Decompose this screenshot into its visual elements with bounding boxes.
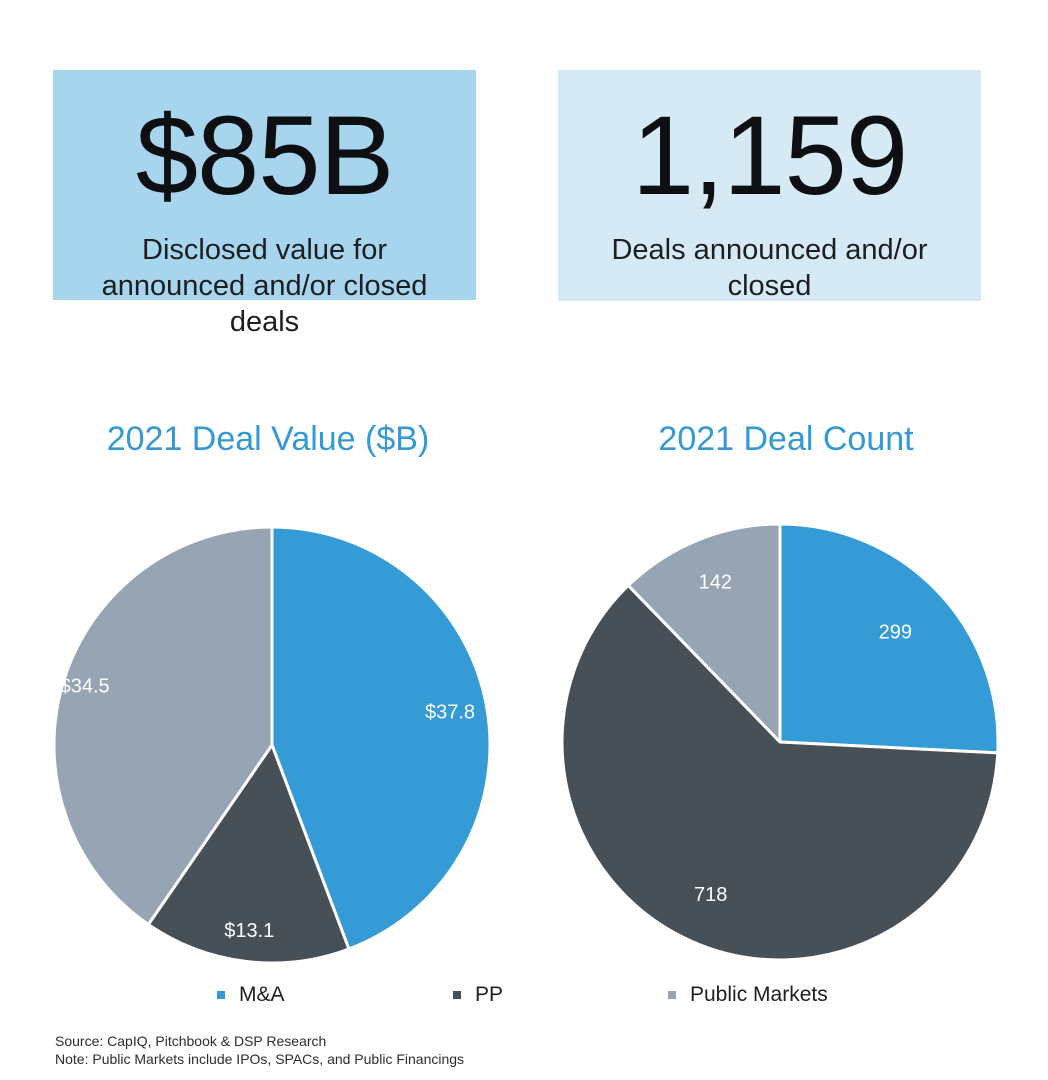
deal-count-slice-ma bbox=[778, 522, 1000, 755]
legend-item-pp: PP bbox=[453, 983, 503, 1007]
legend-swatch-public-markets bbox=[668, 991, 676, 999]
deal-value-chart-title: 2021 Deal Value ($B) bbox=[106, 420, 430, 458]
deal-count-slice-pp bbox=[560, 583, 1000, 962]
deal-count-label-public-markets: 142 bbox=[699, 571, 732, 593]
deal-value-figure: $85B bbox=[135, 93, 395, 218]
source-note: Source: CapIQ, Pitchbook & DSP Research bbox=[55, 1033, 327, 1049]
deal-count-chart-title: 2021 Deal Count bbox=[658, 420, 914, 458]
legend-item-ma: M&A bbox=[217, 983, 285, 1007]
legend-item-public-markets: Public Markets bbox=[668, 983, 828, 1007]
deal-count-slice-public-markets bbox=[626, 522, 782, 744]
legend-label-pp: PP bbox=[475, 983, 504, 1006]
legend-label-public-markets: Public Markets bbox=[690, 983, 828, 1006]
deal-value-slice-public-markets bbox=[52, 525, 274, 927]
public-markets-note: Note: Public Markets include IPOs, SPACs… bbox=[55, 1051, 465, 1067]
legend: M&A PP Public Markets bbox=[0, 983, 1048, 1013]
deal-value-label-pp: $13.1 bbox=[224, 920, 274, 942]
legend-label-ma: M&A bbox=[239, 983, 285, 1006]
deal-value-card: $85B Disclosed value for announced and/o… bbox=[53, 70, 476, 338]
deal-value-label-public-markets: $34.5 bbox=[60, 676, 110, 698]
deal-count-card: 1,159 Deals announced and/or closed bbox=[558, 70, 981, 302]
deal-value-slice-ma bbox=[270, 525, 492, 951]
deal-value-caption: Disclosed value for announced and/or clo… bbox=[101, 234, 428, 338]
deal-count-label-pp: 718 bbox=[694, 884, 727, 906]
deal-value-label-ma: $37.8 bbox=[425, 702, 475, 724]
deal-count-caption: Deals announced and/or closed bbox=[611, 234, 928, 302]
legend-swatch-ma bbox=[217, 991, 225, 999]
deal-count-figure: 1,159 bbox=[631, 93, 908, 218]
legend-swatch-pp bbox=[453, 991, 461, 999]
deal-count-label-ma: 299 bbox=[879, 621, 912, 643]
deal-value-slice-pp bbox=[146, 743, 351, 965]
